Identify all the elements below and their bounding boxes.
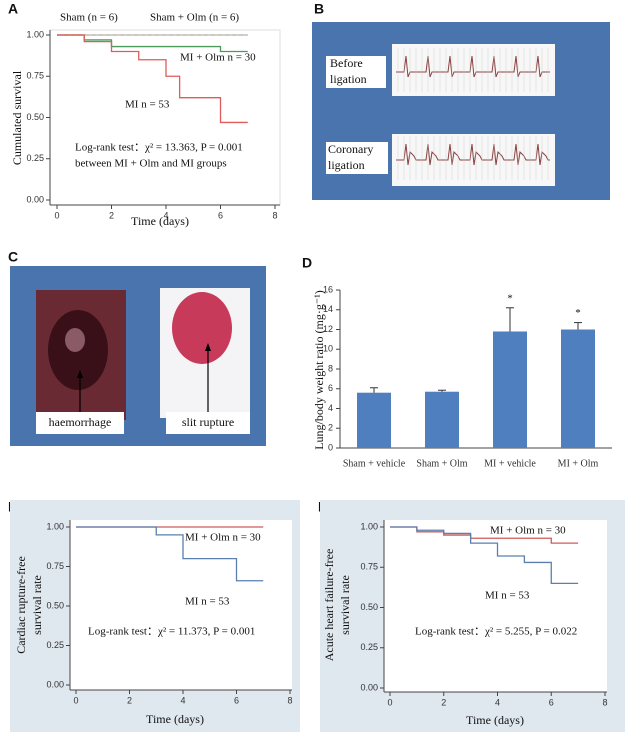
series-label: Sham + Olm (n = 6) bbox=[150, 12, 239, 24]
x-tick-label: 8 bbox=[602, 697, 607, 707]
photo-label: haemorrhage bbox=[49, 415, 112, 429]
x-axis-label: Time (days) bbox=[131, 214, 189, 228]
y-tick-label: 10 bbox=[323, 344, 333, 354]
row-label: Before bbox=[330, 56, 363, 70]
bar bbox=[425, 391, 459, 448]
y-axis-label: Lung/body weight ratio (mg·g⁻¹) bbox=[312, 290, 326, 450]
bar bbox=[561, 329, 595, 448]
x-tick-label: 6 bbox=[234, 695, 239, 705]
y-tick-label: 0.00 bbox=[360, 682, 378, 692]
x-tick-label: MI + Olm bbox=[558, 458, 599, 469]
ecg-trace bbox=[396, 55, 550, 78]
x-tick-label: Sham + Olm bbox=[416, 458, 467, 469]
arrow-head bbox=[77, 370, 83, 378]
x-tick-label: Sham + vehicle bbox=[343, 458, 406, 469]
plot-area bbox=[384, 520, 607, 692]
y-tick-label: 0.75 bbox=[360, 562, 378, 572]
x-tick-label: 6 bbox=[218, 210, 223, 220]
series-label: MI + Olm n = 30 bbox=[490, 525, 566, 537]
y-tick-label: 0.00 bbox=[26, 194, 44, 204]
y-tick-label: 0.00 bbox=[46, 679, 64, 689]
y-tick-label: 0.50 bbox=[26, 112, 44, 122]
x-tick-label: 6 bbox=[549, 697, 554, 707]
heart bbox=[172, 292, 232, 364]
y-tick-label: 0.75 bbox=[46, 561, 64, 571]
bar bbox=[357, 392, 391, 448]
y-tick-label: 0.50 bbox=[360, 602, 378, 612]
y-axis-label: Cumulated survival bbox=[10, 70, 24, 165]
y-axis-label: Cardiac rupture-free bbox=[14, 556, 28, 654]
series-label: Sham (n = 6) bbox=[60, 12, 118, 24]
label-box bbox=[36, 412, 124, 434]
x-axis-label: Time (days) bbox=[466, 713, 524, 727]
annotation: Log-rank test：χ² = 5.255, P = 0.022 bbox=[415, 626, 577, 638]
panel-label: C bbox=[8, 249, 18, 265]
y-tick-label: 1.00 bbox=[360, 521, 378, 531]
x-tick-label: 2 bbox=[109, 210, 114, 220]
y-tick-label: 1.00 bbox=[46, 521, 64, 531]
y-axis-label: survival rate bbox=[30, 575, 44, 635]
y-tick-label: 2 bbox=[328, 423, 333, 433]
row-label: ligation bbox=[328, 158, 365, 172]
x-tick-label: 0 bbox=[387, 697, 392, 707]
survival-curve bbox=[57, 34, 248, 124]
row-label: ligation bbox=[330, 72, 367, 86]
y-tick-label: 0.25 bbox=[46, 640, 64, 650]
survival-curve bbox=[76, 526, 264, 582]
y-tick-label: 0.25 bbox=[26, 153, 44, 163]
y-tick-label: 1.00 bbox=[26, 29, 44, 39]
x-tick-label: MI + vehicle bbox=[484, 458, 536, 469]
row-label: Coronary bbox=[328, 142, 373, 156]
significance: * bbox=[507, 292, 513, 304]
series-label: MI n = 53 bbox=[125, 99, 170, 111]
x-axis-label: Time (days) bbox=[146, 712, 204, 726]
annotation: Log-rank test：χ² = 13.363, P = 0.001 bbox=[75, 142, 243, 154]
significance: * bbox=[575, 307, 581, 319]
x-tick-label: 2 bbox=[441, 697, 446, 707]
y-tick-label: 6 bbox=[328, 383, 333, 393]
x-tick-label: 4 bbox=[495, 697, 500, 707]
x-tick-label: 0 bbox=[54, 210, 59, 220]
x-tick-label: 4 bbox=[163, 210, 168, 220]
annotation: between MI + Olm and MI groups bbox=[75, 158, 227, 170]
bar bbox=[493, 331, 527, 448]
plot-area bbox=[70, 520, 292, 690]
x-tick-label: 8 bbox=[272, 210, 277, 220]
photo-detail bbox=[65, 328, 85, 352]
y-tick-label: 0 bbox=[328, 442, 333, 452]
series-label: MI n = 53 bbox=[185, 596, 230, 608]
x-tick-label: 2 bbox=[127, 695, 132, 705]
x-tick-label: 4 bbox=[180, 695, 185, 705]
label-box bbox=[166, 412, 250, 434]
y-tick-label: 0.50 bbox=[46, 600, 64, 610]
y-tick-label: 0.25 bbox=[360, 642, 378, 652]
y-tick-label: 12 bbox=[323, 324, 333, 334]
panel-label: A bbox=[8, 1, 18, 17]
y-axis-label: Acute heart failure-free bbox=[322, 549, 336, 662]
y-tick-label: 14 bbox=[323, 304, 333, 314]
y-tick-label: 4 bbox=[328, 403, 333, 413]
y-tick-label: 8 bbox=[328, 363, 333, 373]
panel-label: B bbox=[314, 1, 324, 17]
ecg-trace bbox=[396, 143, 550, 166]
arrow-head bbox=[205, 343, 211, 351]
x-tick-label: 0 bbox=[73, 695, 78, 705]
y-tick-label: 16 bbox=[323, 284, 333, 294]
annotation: Log-rank test：χ² = 11.373, P = 0.001 bbox=[88, 626, 255, 638]
y-tick-label: 0.75 bbox=[26, 71, 44, 81]
series-label: MI n = 53 bbox=[485, 590, 530, 602]
ecg-traces bbox=[396, 48, 550, 180]
panel-label: D bbox=[302, 255, 312, 271]
series-label: MI + Olm n = 30 bbox=[185, 532, 261, 544]
label-box bbox=[326, 56, 386, 88]
label-box bbox=[326, 142, 388, 174]
series-label: MI + Olm n = 30 bbox=[180, 52, 256, 64]
y-axis-label: survival rate bbox=[338, 575, 352, 635]
survival-curve bbox=[390, 526, 579, 584]
photo-label: slit rupture bbox=[182, 415, 234, 429]
x-tick-label: 8 bbox=[287, 695, 292, 705]
